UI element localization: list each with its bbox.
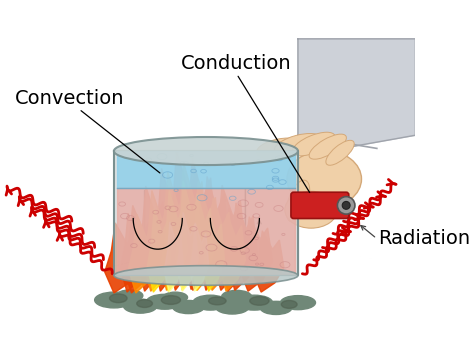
Polygon shape xyxy=(212,185,246,290)
Ellipse shape xyxy=(216,300,249,314)
Ellipse shape xyxy=(337,197,355,214)
FancyBboxPatch shape xyxy=(291,192,349,218)
Ellipse shape xyxy=(137,299,153,307)
Polygon shape xyxy=(164,222,183,292)
Polygon shape xyxy=(298,39,415,148)
Ellipse shape xyxy=(281,296,316,310)
Ellipse shape xyxy=(250,296,269,305)
Ellipse shape xyxy=(326,140,354,165)
Polygon shape xyxy=(128,214,157,293)
Polygon shape xyxy=(198,176,229,290)
Ellipse shape xyxy=(114,137,298,165)
Polygon shape xyxy=(173,162,207,289)
Polygon shape xyxy=(219,214,246,291)
Ellipse shape xyxy=(222,290,252,303)
Polygon shape xyxy=(221,208,247,291)
Text: Radiation: Radiation xyxy=(379,229,471,248)
Polygon shape xyxy=(177,213,198,291)
Ellipse shape xyxy=(173,300,204,314)
Polygon shape xyxy=(185,194,214,290)
Polygon shape xyxy=(117,151,295,188)
Polygon shape xyxy=(152,169,185,291)
Ellipse shape xyxy=(256,138,304,159)
Ellipse shape xyxy=(287,150,362,208)
Ellipse shape xyxy=(161,296,181,304)
Polygon shape xyxy=(105,223,140,293)
Polygon shape xyxy=(123,205,156,293)
Ellipse shape xyxy=(163,292,188,303)
Ellipse shape xyxy=(146,294,183,309)
Polygon shape xyxy=(162,190,188,291)
Polygon shape xyxy=(239,217,273,291)
Polygon shape xyxy=(143,190,173,291)
Ellipse shape xyxy=(292,132,335,156)
Polygon shape xyxy=(175,181,201,290)
Ellipse shape xyxy=(309,134,346,159)
Text: Conduction: Conduction xyxy=(182,54,292,73)
Ellipse shape xyxy=(124,299,157,313)
Polygon shape xyxy=(158,172,191,290)
Polygon shape xyxy=(166,150,201,290)
Text: Convection: Convection xyxy=(15,89,125,108)
Ellipse shape xyxy=(114,266,298,285)
Ellipse shape xyxy=(95,292,133,308)
Polygon shape xyxy=(190,194,214,290)
Ellipse shape xyxy=(236,295,273,310)
Polygon shape xyxy=(189,181,220,290)
Polygon shape xyxy=(190,223,209,291)
Polygon shape xyxy=(182,158,216,289)
Ellipse shape xyxy=(260,301,292,315)
Ellipse shape xyxy=(109,294,127,303)
Ellipse shape xyxy=(281,300,297,308)
Ellipse shape xyxy=(209,297,226,305)
Polygon shape xyxy=(147,209,171,292)
Polygon shape xyxy=(205,198,233,290)
Polygon shape xyxy=(120,213,146,292)
Polygon shape xyxy=(227,203,258,290)
Polygon shape xyxy=(253,231,284,292)
Polygon shape xyxy=(114,151,298,275)
Ellipse shape xyxy=(285,191,337,228)
Ellipse shape xyxy=(193,295,228,310)
Polygon shape xyxy=(117,188,295,274)
Polygon shape xyxy=(203,213,224,291)
Ellipse shape xyxy=(274,134,321,155)
Ellipse shape xyxy=(117,290,143,301)
Ellipse shape xyxy=(286,180,310,222)
Ellipse shape xyxy=(342,201,350,209)
Polygon shape xyxy=(137,186,167,291)
